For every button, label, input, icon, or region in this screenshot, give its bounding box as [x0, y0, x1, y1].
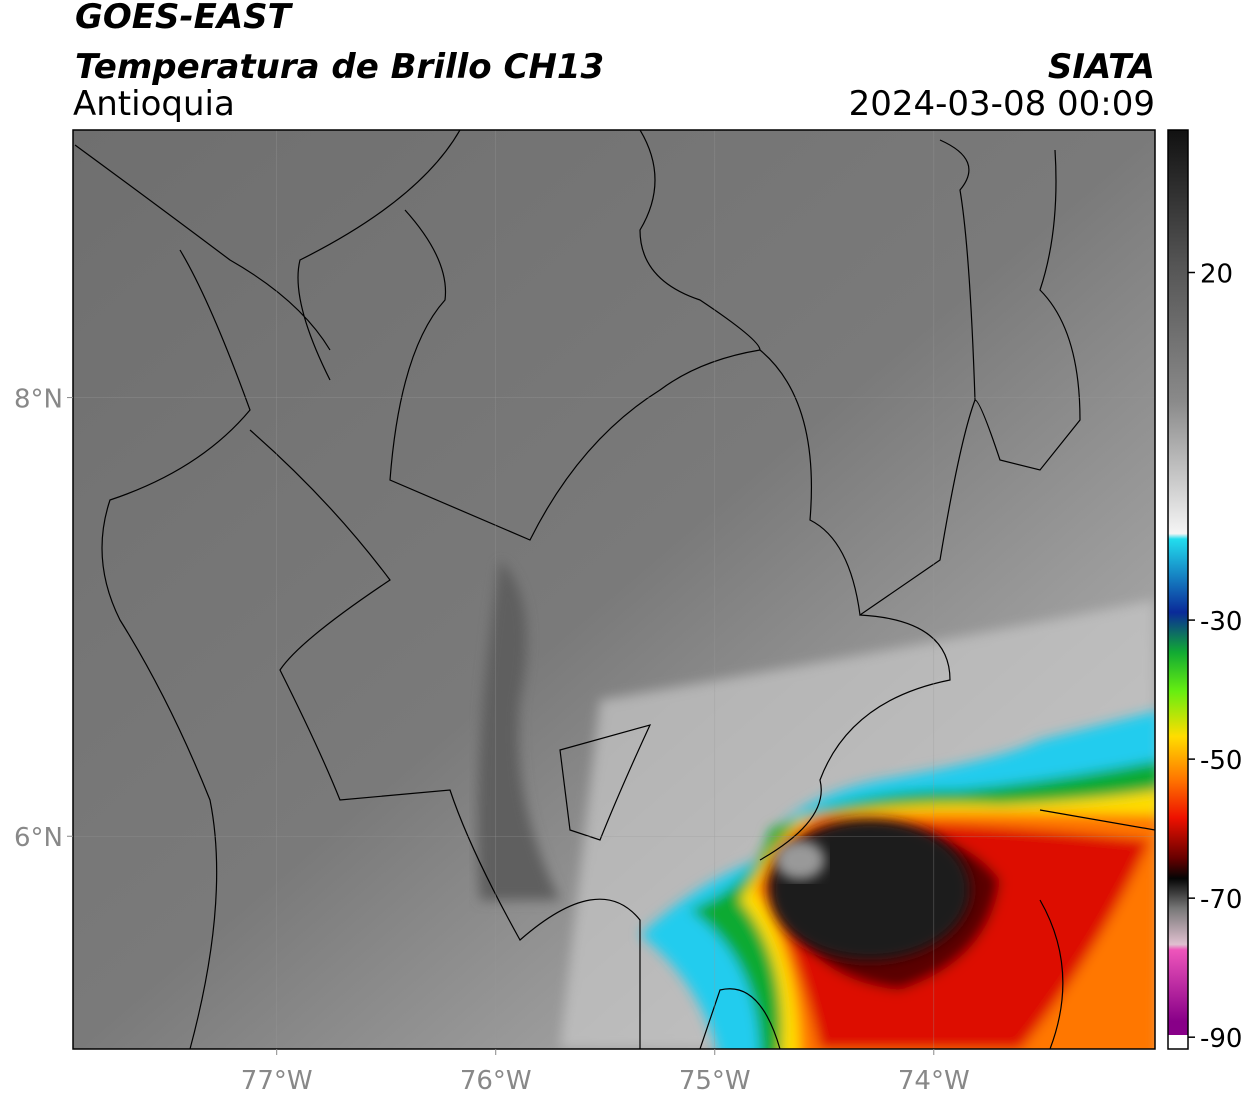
- x-tick-label: 77°W: [241, 1066, 313, 1096]
- colorbar: [1168, 130, 1188, 1035]
- y-tick-label: 8°N: [14, 385, 63, 415]
- map-image: [73, 130, 1155, 1049]
- title: GOES-EAST: [75, 0, 294, 37]
- colorbar-tick-label: -70: [1200, 885, 1242, 915]
- colorbar-tick-label: -30: [1200, 607, 1242, 637]
- colorbar-frame: [1167, 129, 1189, 1050]
- colorbar-under: [1168, 1035, 1188, 1049]
- y-tick-label: 6°N: [14, 823, 63, 853]
- grid: [73, 130, 1155, 1049]
- timestamp: 2024-03-08 00:09: [849, 84, 1155, 124]
- x-tick-label: 74°W: [898, 1066, 970, 1096]
- x-tick-label: 76°W: [460, 1066, 532, 1096]
- colorbar-tick-label: 20: [1200, 260, 1233, 290]
- x-tick-label: 75°W: [679, 1066, 751, 1096]
- map-frame: [72, 129, 1156, 1050]
- colorbar-tick-label: -90: [1200, 1024, 1242, 1054]
- colorbar-tick-label: -50: [1200, 746, 1242, 776]
- region: Antioquia: [73, 84, 235, 124]
- source: SIATA: [1048, 47, 1155, 87]
- subtitle: Temperatura de Brillo CH13: [75, 47, 604, 87]
